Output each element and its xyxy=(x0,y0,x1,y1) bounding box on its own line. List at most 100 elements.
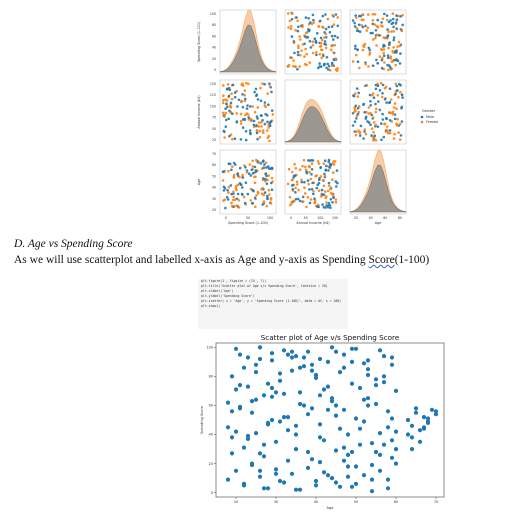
scatter-point xyxy=(393,447,399,452)
pairplot-point xyxy=(320,188,324,192)
pairplot-point xyxy=(399,134,403,137)
scatter-point xyxy=(409,447,415,452)
pairplot-point xyxy=(370,94,374,97)
pairplot-point xyxy=(251,165,254,168)
pairplot-point xyxy=(269,202,273,205)
pairplot-point xyxy=(392,30,395,33)
x-axis-label: Age xyxy=(327,506,335,510)
pairplot-point xyxy=(372,130,375,134)
scatter-point xyxy=(405,432,411,437)
pairplot-point xyxy=(294,29,297,32)
pairplot-point xyxy=(265,204,269,208)
pairplot-point xyxy=(391,112,395,116)
pairplot-point xyxy=(386,131,390,135)
scatter-point xyxy=(341,365,347,370)
pairplot-ytick: 150 xyxy=(210,82,216,86)
pairplot-point xyxy=(365,84,368,87)
scatter-point xyxy=(389,355,395,360)
pairplot-point xyxy=(375,107,378,111)
pairplot-point xyxy=(230,192,233,196)
scatter-point xyxy=(325,359,331,364)
pairplot-point xyxy=(363,130,366,133)
pairplot-point xyxy=(392,36,396,39)
pairplot-point xyxy=(296,67,299,71)
pairplot-point xyxy=(252,119,256,123)
pairplot-point xyxy=(304,47,307,51)
pairplot-point xyxy=(259,99,263,103)
pairplot-point xyxy=(293,199,296,202)
pairplot-point xyxy=(391,110,395,114)
pairplot-point xyxy=(319,44,323,48)
pairplot-point xyxy=(399,83,402,87)
legend-marker xyxy=(420,120,424,124)
pairplot-point xyxy=(305,171,309,175)
pairplot-ytick: 80 xyxy=(212,23,216,27)
pairplot-point xyxy=(262,131,265,134)
pairplot-point xyxy=(377,100,380,103)
scatter-point xyxy=(253,431,259,436)
pairplot-point xyxy=(367,121,371,124)
pairplot-point xyxy=(401,23,404,27)
pairplot-point xyxy=(327,169,330,172)
pairplot-point xyxy=(309,21,312,24)
scatter-point xyxy=(337,484,343,489)
scatter-point xyxy=(393,388,399,393)
pairplot-ytick: 20 xyxy=(212,208,216,212)
pairplot-point xyxy=(254,175,257,179)
pairplot-point xyxy=(400,29,404,33)
pairplot-point xyxy=(255,158,258,162)
pairplot-xtick: 0 xyxy=(225,216,227,220)
pairplot-point xyxy=(243,201,247,205)
pairplot-point xyxy=(238,166,242,170)
pairplot-point xyxy=(287,63,291,67)
pairplot-point xyxy=(370,127,374,130)
pairplot-point xyxy=(229,184,233,187)
code-line: plt.figure(1 , figsize = (15 , 7)) xyxy=(201,279,267,283)
pairplot-point xyxy=(301,200,305,203)
pairplot-point xyxy=(336,24,340,28)
pairplot-point xyxy=(392,46,395,49)
pairplot-xtick: 40 xyxy=(369,216,373,220)
pairplot-point xyxy=(355,16,358,19)
pairplot-point xyxy=(361,13,365,16)
pairplot-ytick: 70 xyxy=(212,152,216,156)
pairplot-point xyxy=(356,60,360,63)
scatter-point xyxy=(333,448,339,453)
pairplot-point xyxy=(373,13,377,16)
scatter-point xyxy=(265,381,271,386)
pairplot-point xyxy=(316,32,319,35)
pairplot-point xyxy=(386,56,390,60)
pairplot-point xyxy=(384,85,388,89)
pairplot-point xyxy=(332,196,335,199)
scatter-point xyxy=(357,442,363,447)
pairplot-point xyxy=(334,57,338,60)
pairplot-point xyxy=(223,136,226,139)
scatter-point xyxy=(349,449,355,455)
scatter-point xyxy=(421,415,427,420)
pairplot-point xyxy=(260,125,263,128)
pairplot-point xyxy=(386,54,390,57)
scatter-point xyxy=(281,480,287,485)
pairplot-point xyxy=(334,200,338,204)
pairplot-point xyxy=(366,26,370,30)
pairplot-point xyxy=(334,198,338,201)
scatter-point xyxy=(253,362,259,367)
pairplot-point xyxy=(312,192,315,196)
pairplot-point xyxy=(326,189,330,193)
pairplot-point xyxy=(240,100,243,104)
pairplot-point xyxy=(356,106,360,110)
scatter-point xyxy=(341,445,347,450)
scatter-point xyxy=(321,470,327,475)
pairplot-point xyxy=(323,63,326,66)
pairplot-point xyxy=(311,51,315,55)
pairplot-xtick: 20 xyxy=(354,216,358,220)
pairplot-point xyxy=(244,181,248,184)
pairplot-point xyxy=(398,138,402,141)
pairplot-point xyxy=(239,138,243,141)
scatter-point xyxy=(325,384,331,389)
pairplot-point xyxy=(253,90,256,94)
pairplot-point xyxy=(296,50,300,54)
scatter-point xyxy=(273,467,279,472)
pairplot-point xyxy=(396,124,399,127)
pairplot-point xyxy=(381,17,385,21)
